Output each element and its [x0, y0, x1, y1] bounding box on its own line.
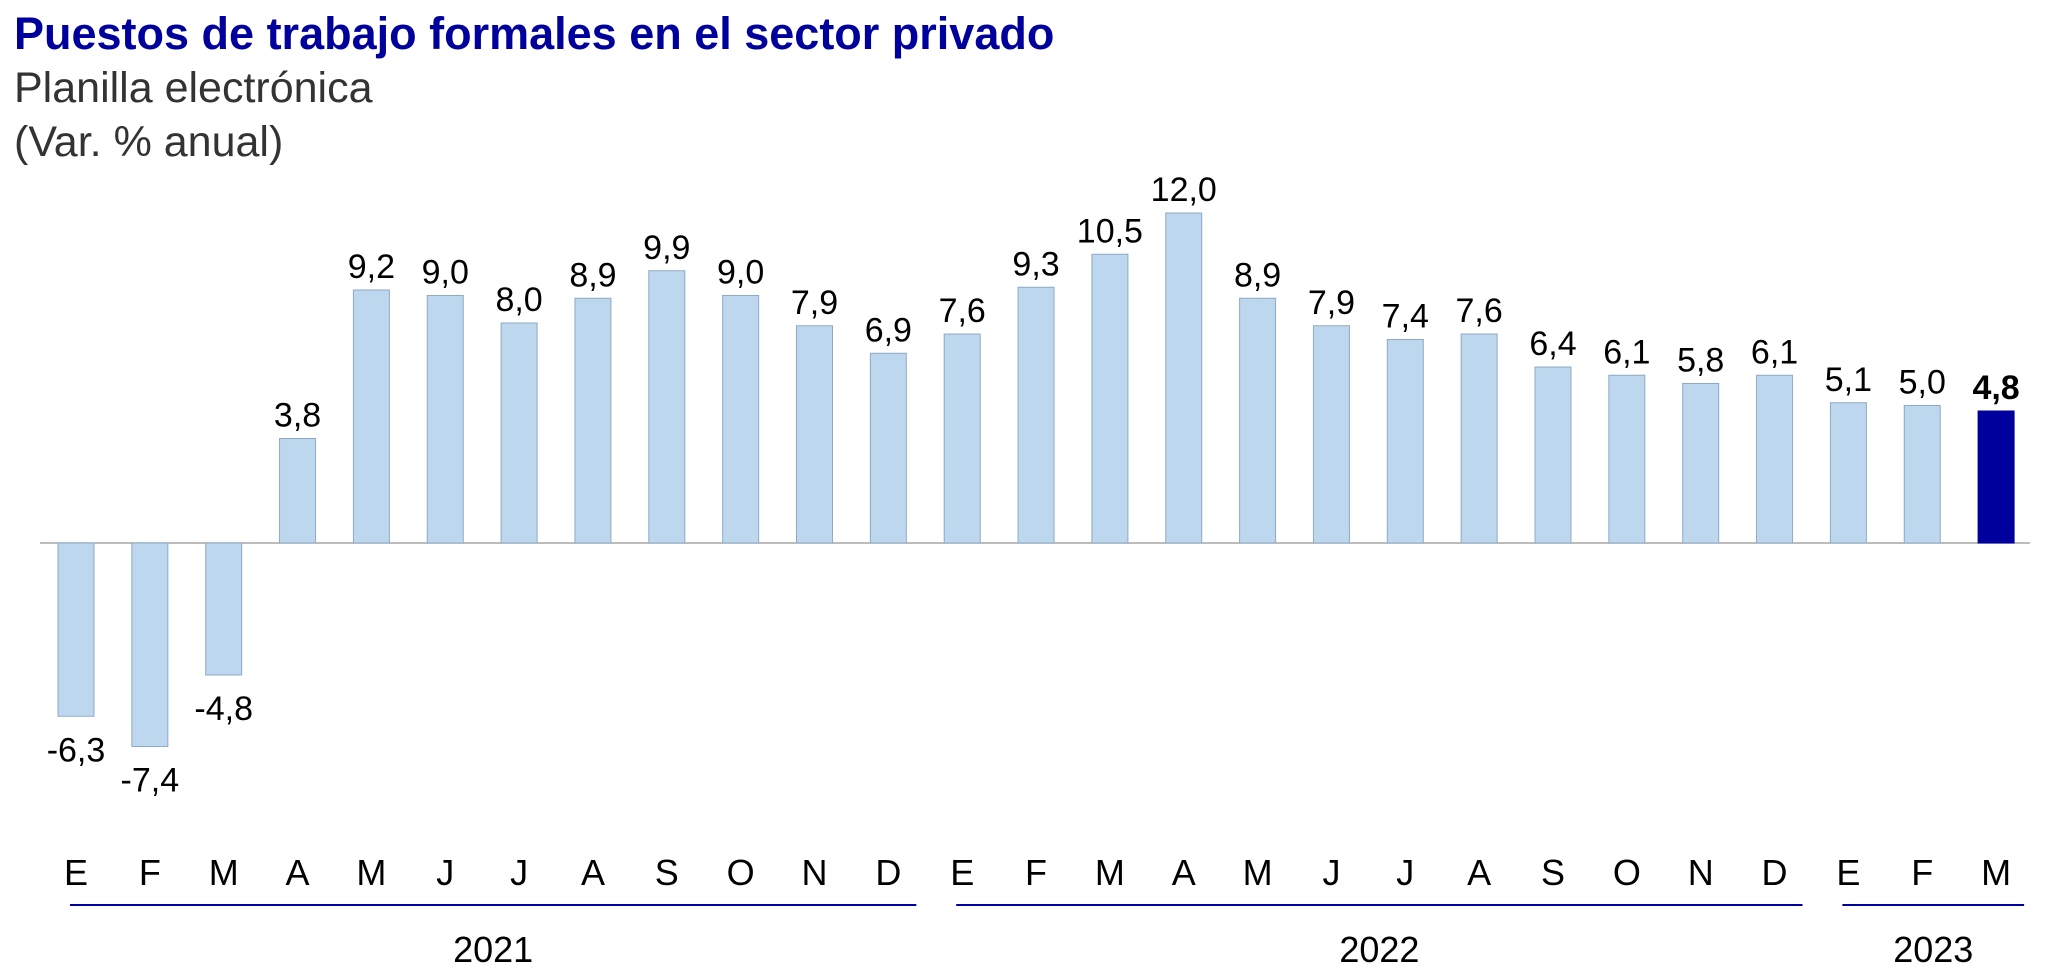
bar	[1977, 410, 2015, 544]
data-label: -6,3	[47, 731, 106, 769]
bar	[1017, 286, 1055, 544]
category-label: D	[1762, 852, 1788, 893]
bar	[1460, 333, 1498, 544]
bar	[1608, 374, 1646, 544]
category-label: F	[1911, 852, 1933, 893]
data-label: -4,8	[194, 690, 253, 728]
category-label: F	[1025, 852, 1047, 893]
bar	[722, 295, 760, 544]
bar	[648, 270, 686, 544]
data-label: 9,3	[1012, 245, 1059, 283]
category-label: J	[1322, 852, 1340, 893]
bar	[796, 325, 833, 544]
category-label: E	[950, 852, 974, 893]
bar	[1312, 325, 1350, 544]
bar	[1165, 212, 1203, 544]
chart-unit-label: (Var. % anual)	[14, 118, 284, 166]
category-label: M	[356, 852, 386, 893]
chart-subtitle: Planilla electrónica	[14, 64, 373, 112]
bar	[1756, 374, 1794, 544]
data-label: 12,0	[1151, 171, 1217, 209]
bar	[279, 438, 317, 544]
category-label: M	[1095, 852, 1125, 893]
category-label: J	[1396, 852, 1414, 893]
data-label: 4,8	[1972, 369, 2019, 407]
bar	[57, 542, 95, 717]
data-label: 6,1	[1603, 333, 1650, 371]
data-label: 10,5	[1077, 212, 1143, 250]
data-label: 8,9	[1234, 256, 1281, 294]
category-label: J	[436, 852, 454, 893]
category-label: A	[1467, 852, 1491, 893]
data-label: 9,0	[422, 254, 469, 292]
category-label: N	[802, 852, 828, 893]
bar	[869, 352, 907, 544]
year-label: 2023	[1893, 929, 1973, 968]
bar	[1903, 405, 1941, 544]
data-label: 6,9	[865, 311, 912, 349]
data-label: 6,1	[1751, 333, 1798, 371]
data-label: -7,4	[121, 762, 180, 800]
category-label: E	[64, 852, 88, 893]
bar	[1091, 253, 1129, 544]
category-label: O	[727, 852, 755, 893]
category-label: N	[1688, 852, 1714, 893]
category-label: F	[139, 852, 161, 893]
data-label: 6,4	[1529, 325, 1576, 363]
category-label: E	[1836, 852, 1860, 893]
data-label: 8,9	[569, 256, 616, 294]
bar	[1239, 297, 1277, 544]
data-label: 3,8	[274, 397, 321, 435]
category-label: S	[655, 852, 679, 893]
data-label: 5,0	[1899, 364, 1946, 402]
data-label: 7,4	[1382, 298, 1429, 336]
data-label: 9,2	[348, 248, 395, 286]
data-label: 7,6	[939, 292, 986, 330]
data-label: 5,8	[1677, 342, 1724, 380]
category-label: M	[209, 852, 239, 893]
bar	[205, 542, 243, 676]
category-label: S	[1541, 852, 1565, 893]
category-label: D	[875, 852, 901, 893]
bar	[1534, 366, 1572, 544]
year-label: 2022	[1339, 929, 1419, 968]
category-label: M	[1981, 852, 2011, 893]
data-label: 7,6	[1456, 292, 1503, 330]
data-label: 7,9	[1308, 284, 1355, 322]
bar	[1386, 339, 1424, 544]
bar	[352, 289, 390, 544]
data-label: 5,1	[1825, 361, 1872, 399]
bar	[131, 542, 169, 747]
bar	[1829, 402, 1867, 544]
category-label: A	[1172, 852, 1196, 893]
bar	[1682, 383, 1720, 544]
data-label: 9,9	[643, 229, 690, 267]
bar	[574, 297, 612, 544]
chart-title: Puestos de trabajo formales en el sector…	[14, 8, 1055, 59]
year-label: 2021	[453, 929, 533, 968]
category-label: O	[1613, 852, 1641, 893]
bar	[426, 295, 464, 544]
category-label: A	[286, 852, 310, 893]
bar	[500, 322, 538, 544]
category-label: J	[510, 852, 528, 893]
data-label: 8,0	[495, 281, 542, 319]
data-label: 7,9	[791, 284, 838, 322]
data-label: 9,0	[717, 254, 764, 292]
category-label: A	[581, 852, 605, 893]
category-label: M	[1243, 852, 1273, 893]
bar	[943, 333, 981, 544]
